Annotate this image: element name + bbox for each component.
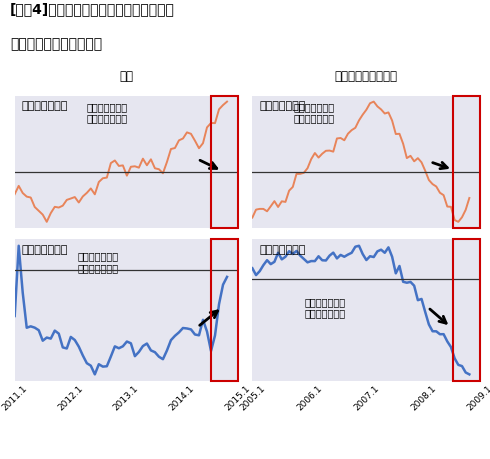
Text: [図表4]相違点・・・最も売られた銘柄の: [図表4]相違点・・・最も売られた銘柄の	[10, 2, 174, 16]
Text: 2009.1: 2009.1	[466, 383, 490, 412]
Text: 自己資本比率は低くない: 自己資本比率は低くない	[10, 37, 102, 50]
Text: 低リターン銘柄: 低リターン銘柄	[259, 244, 306, 254]
Text: 2014.1: 2014.1	[168, 383, 196, 412]
Text: 2015.1: 2015.1	[223, 383, 252, 412]
Text: 高リターン銘柄: 高リターン銘柄	[259, 101, 306, 110]
Text: 低リターン銘柄: 低リターン銘柄	[22, 244, 68, 254]
Text: 高リターン銘柄: 高リターン銘柄	[22, 101, 68, 110]
Text: 売られた銘柄は
高自己資本比率: 売られた銘柄は 高自己資本比率	[305, 297, 346, 318]
Bar	[211, 240, 238, 381]
Text: 買われた銘柄は
高自己資本比率: 買われた銘柄は 高自己資本比率	[294, 101, 335, 123]
Text: 2007.1: 2007.1	[352, 383, 381, 412]
Text: リーマンショック時: リーマンショック時	[335, 70, 398, 83]
Text: 直近: 直近	[119, 70, 133, 83]
Text: 2012.1: 2012.1	[56, 383, 85, 412]
Bar	[211, 96, 238, 228]
Bar	[453, 240, 480, 381]
Bar	[453, 96, 480, 228]
Text: 2006.1: 2006.1	[295, 383, 323, 412]
Text: 2008.1: 2008.1	[409, 383, 438, 412]
Text: 2011.1: 2011.1	[0, 383, 29, 412]
Text: 2013.1: 2013.1	[112, 383, 141, 412]
Text: 買われた銘柄は
高自己資本比率: 買われた銘柄は 高自己資本比率	[86, 101, 127, 123]
Text: 2005.1: 2005.1	[238, 383, 267, 412]
Text: 売られた銘柄は
高自己資本比率: 売られた銘柄は 高自己資本比率	[77, 251, 118, 273]
